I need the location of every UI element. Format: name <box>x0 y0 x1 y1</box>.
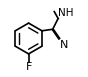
Text: NH: NH <box>59 8 74 18</box>
Text: N: N <box>60 40 68 50</box>
Text: F: F <box>25 62 32 72</box>
